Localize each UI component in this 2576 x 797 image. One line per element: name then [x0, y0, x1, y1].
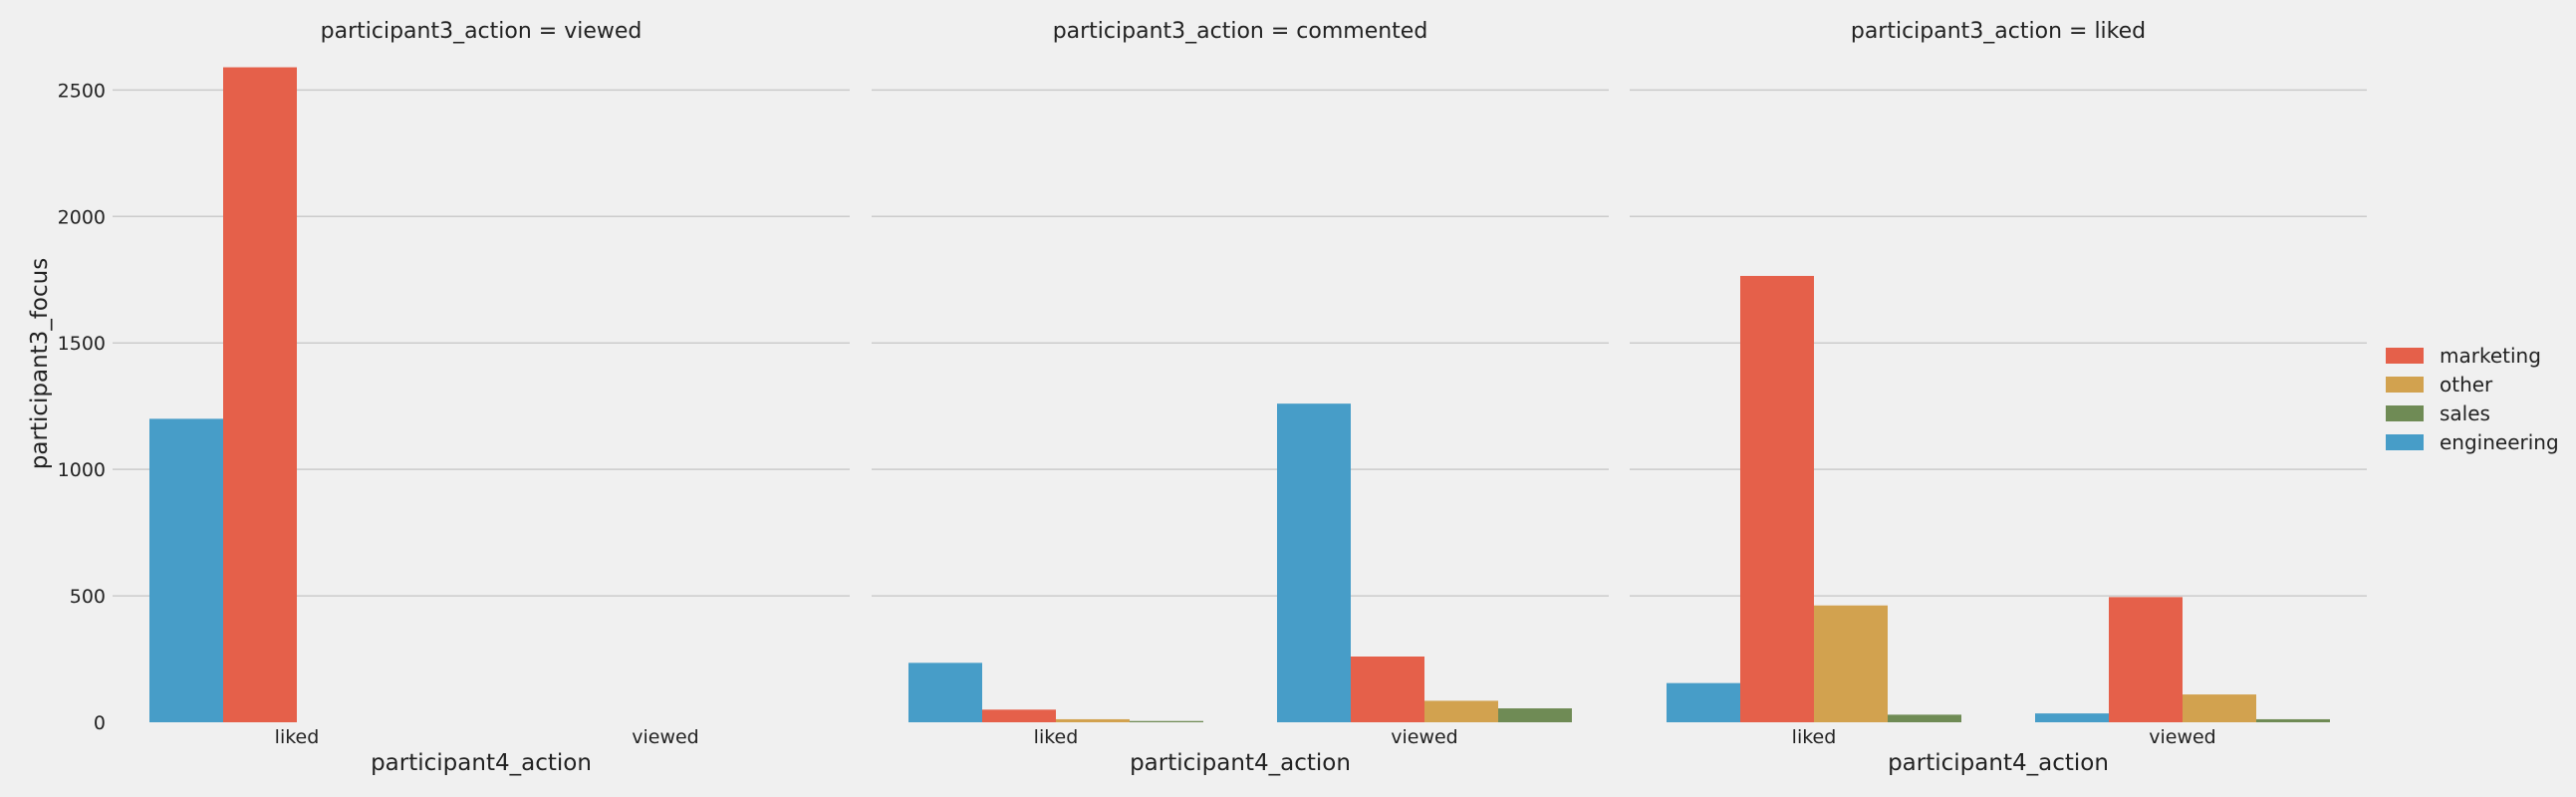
- bar-sales: [1498, 708, 1572, 722]
- bar-engineering: [2035, 713, 2109, 722]
- x-tick-label: liked: [1034, 726, 1079, 748]
- legend-swatch: [2386, 376, 2424, 393]
- legend-label: marketing: [2440, 343, 2541, 368]
- legend-label: sales: [2440, 400, 2490, 425]
- x-tick-label: viewed: [2149, 726, 2216, 748]
- y-tick-label: 0: [94, 712, 106, 734]
- legend-item: engineering: [2386, 427, 2559, 456]
- legend-swatch: [2386, 433, 2424, 450]
- bar-sales: [1888, 714, 1961, 722]
- bar-marketing: [2109, 597, 2183, 722]
- panel-title: participant3_action = viewed: [321, 19, 643, 44]
- x-axis-label: participant4_action: [1888, 750, 2109, 776]
- x-axis-label: participant4_action: [1130, 750, 1351, 776]
- y-axis-label: participant3_focus: [27, 258, 53, 469]
- y-tick-label: 1000: [58, 459, 106, 481]
- bar-marketing: [1740, 275, 1814, 722]
- legend-label: other: [2440, 372, 2493, 397]
- legend-item: sales: [2386, 398, 2559, 427]
- bar-marketing: [223, 67, 297, 723]
- bar-engineering: [908, 663, 982, 722]
- legend-swatch: [2386, 404, 2424, 421]
- y-tick-label: 2500: [58, 80, 106, 102]
- bar-other: [1056, 718, 1130, 722]
- bar-sales: [1130, 720, 1203, 722]
- bar-other: [2183, 694, 2256, 722]
- bar-engineering: [1277, 403, 1351, 722]
- y-tick-label: 500: [70, 586, 106, 608]
- bar-sales: [2256, 718, 2330, 722]
- x-tick-label: viewed: [1391, 726, 1458, 748]
- legend-item: marketing: [2386, 341, 2559, 370]
- legend-label: engineering: [2440, 429, 2559, 454]
- panel: participant3_action = commented liked view…: [872, 19, 1609, 776]
- panel-title: participant3_action = liked: [1851, 19, 2146, 44]
- bar-marketing: [1351, 657, 1424, 722]
- x-tick-label: liked: [1792, 726, 1837, 748]
- bar-engineering: [149, 418, 223, 722]
- bar-engineering: [1667, 682, 1740, 722]
- bar-other: [1814, 605, 1888, 722]
- legend-item: other: [2386, 370, 2559, 398]
- y-tick-label: 2000: [58, 206, 106, 228]
- panel: participant3_action = liked liked viewed pa…: [1630, 19, 2367, 776]
- legend: marketing other sales engineering: [2386, 341, 2559, 456]
- panel: 0 500 1000 1500 2000 2500 participant3_action …: [58, 19, 850, 776]
- bar-marketing: [982, 709, 1056, 722]
- y-tick-label: 1500: [58, 333, 106, 355]
- x-axis-label: participant4_action: [371, 750, 592, 776]
- x-tick-label: liked: [275, 726, 320, 748]
- x-tick-label: viewed: [632, 726, 699, 748]
- bar-other: [1424, 700, 1498, 722]
- legend-swatch: [2386, 347, 2424, 364]
- panel-title: participant3_action = commented: [1053, 19, 1428, 44]
